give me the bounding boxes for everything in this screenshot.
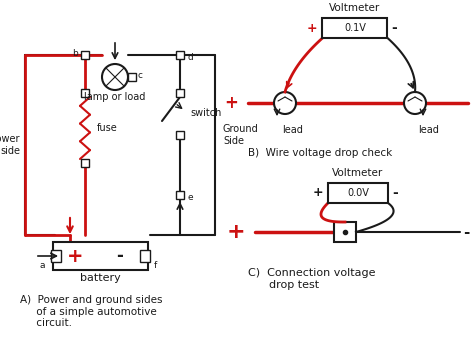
Text: e: e bbox=[188, 193, 193, 201]
Text: c: c bbox=[137, 70, 143, 80]
Circle shape bbox=[102, 64, 128, 90]
Bar bbox=[176, 51, 184, 59]
Bar bbox=[176, 191, 184, 199]
Text: switch: switch bbox=[190, 108, 221, 118]
Bar bbox=[176, 131, 184, 139]
Text: +: + bbox=[312, 187, 323, 200]
Text: Power
side: Power side bbox=[0, 134, 20, 156]
Text: Voltmeter: Voltmeter bbox=[332, 168, 383, 178]
Bar bbox=[81, 51, 89, 59]
Bar bbox=[128, 73, 136, 81]
Text: C)  Connection voltage
      drop test: C) Connection voltage drop test bbox=[248, 268, 375, 290]
Text: battery: battery bbox=[80, 273, 120, 283]
Bar bbox=[176, 89, 184, 97]
Text: Ground
Side: Ground Side bbox=[223, 124, 259, 146]
Text: +: + bbox=[224, 94, 238, 112]
Text: 0.1V: 0.1V bbox=[344, 23, 366, 33]
Text: -: - bbox=[117, 247, 123, 265]
Text: -: - bbox=[392, 186, 398, 200]
Text: d: d bbox=[188, 52, 194, 62]
Bar bbox=[322, 18, 388, 38]
Text: lamp or load: lamp or load bbox=[84, 92, 146, 102]
Text: Voltmeter: Voltmeter bbox=[329, 3, 381, 13]
Text: A)  Power and ground sides
     of a simple automotive
     circuit.: A) Power and ground sides of a simple au… bbox=[20, 295, 163, 328]
Text: 0.0V: 0.0V bbox=[347, 188, 369, 198]
Text: lead: lead bbox=[418, 125, 439, 135]
Text: +: + bbox=[227, 222, 245, 242]
Bar bbox=[334, 222, 356, 242]
Bar bbox=[328, 183, 388, 203]
Text: +: + bbox=[307, 21, 318, 34]
Circle shape bbox=[404, 92, 426, 114]
Text: lead: lead bbox=[282, 125, 303, 135]
Text: -: - bbox=[392, 21, 397, 35]
Bar bbox=[81, 89, 89, 97]
Text: fuse: fuse bbox=[97, 123, 118, 133]
Text: b: b bbox=[72, 49, 78, 57]
Text: f: f bbox=[154, 262, 157, 270]
Text: a: a bbox=[39, 262, 45, 270]
Text: -: - bbox=[463, 225, 469, 239]
Bar bbox=[81, 159, 89, 167]
Bar bbox=[140, 250, 150, 262]
Bar bbox=[53, 242, 148, 270]
Text: +: + bbox=[67, 246, 83, 265]
Bar bbox=[51, 250, 61, 262]
Text: B)  Wire voltage drop check: B) Wire voltage drop check bbox=[248, 148, 392, 158]
Circle shape bbox=[274, 92, 296, 114]
